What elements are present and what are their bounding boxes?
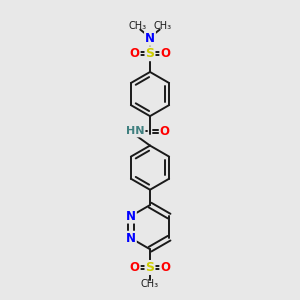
Text: S: S xyxy=(146,47,154,60)
Text: O: O xyxy=(160,125,170,138)
Text: S: S xyxy=(146,261,154,274)
Text: O: O xyxy=(130,47,140,60)
Text: O: O xyxy=(130,261,140,274)
Text: O: O xyxy=(160,47,170,60)
Text: HN: HN xyxy=(126,126,145,136)
Text: CH₃: CH₃ xyxy=(154,21,172,31)
Text: CH₃: CH₃ xyxy=(141,279,159,289)
Text: N: N xyxy=(126,232,136,245)
Text: O: O xyxy=(160,261,170,274)
Text: N: N xyxy=(145,32,155,45)
Text: N: N xyxy=(126,210,136,223)
Text: CH₃: CH₃ xyxy=(128,21,146,31)
